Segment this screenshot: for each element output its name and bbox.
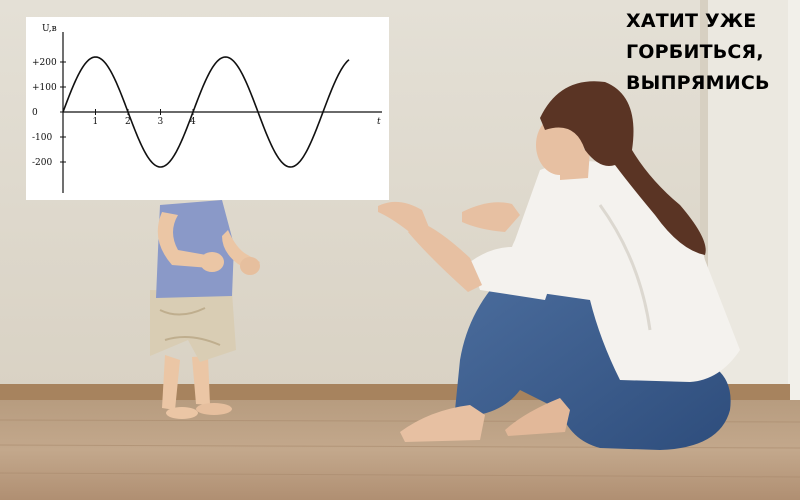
y-tick-label: -100 [32, 133, 52, 143]
sine-curve [62, 56, 350, 168]
wall-right-edge [788, 0, 800, 440]
woman-forearm-left [408, 222, 482, 292]
meme-caption: ХАТИТ УЖЕ ГОРБИТЬСЯ, ВЫПРЯМИСЬ [626, 6, 796, 99]
y-axis-label: U,в [42, 24, 57, 34]
x-tick-label: 4 [190, 117, 196, 127]
sine-graph: U,в t +200 +100 0 -100 -200 1 2 3 4 [32, 24, 382, 193]
woman-foot-front [400, 405, 485, 442]
x-axis-label: t [377, 117, 381, 127]
woman-jeans [455, 249, 731, 450]
toddler-foot-left [166, 407, 198, 419]
woman-figure [378, 81, 740, 450]
caption-line: ВЫПРЯМИСЬ [626, 72, 770, 94]
woman-arm [470, 246, 560, 300]
door-frame [700, 0, 708, 392]
woman-hand-right [462, 202, 520, 232]
woman-foot-back [505, 398, 570, 436]
toddler-shirt [156, 200, 234, 298]
woman-hand-left [378, 201, 430, 234]
toddler-foot-right [196, 403, 232, 415]
toddler-hand-right [240, 257, 260, 275]
y-tick-label: +200 [32, 58, 57, 68]
y-ticks: +200 +100 0 -100 -200 [32, 58, 66, 168]
caption-line: ХАТИТ УЖЕ [626, 10, 757, 32]
x-tick-label: 3 [158, 117, 164, 127]
y-tick-label: +100 [32, 83, 57, 93]
y-tick-label: -200 [32, 158, 52, 168]
toddler-figure [150, 200, 260, 419]
toddler-arm-left [157, 212, 212, 268]
x-tick-label: 2 [125, 117, 131, 127]
toddler-shorts [150, 290, 236, 362]
sine-graph-panel: U,в t +200 +100 0 -100 -200 1 2 3 4 [26, 17, 389, 200]
woman-hair [540, 81, 706, 255]
caption-line: ГОРБИТЬСЯ, [626, 41, 764, 63]
y-tick-label: 0 [32, 108, 38, 118]
toddler-legs [162, 355, 210, 410]
x-tick-label: 1 [93, 117, 99, 127]
toddler-hand-left [200, 252, 224, 272]
